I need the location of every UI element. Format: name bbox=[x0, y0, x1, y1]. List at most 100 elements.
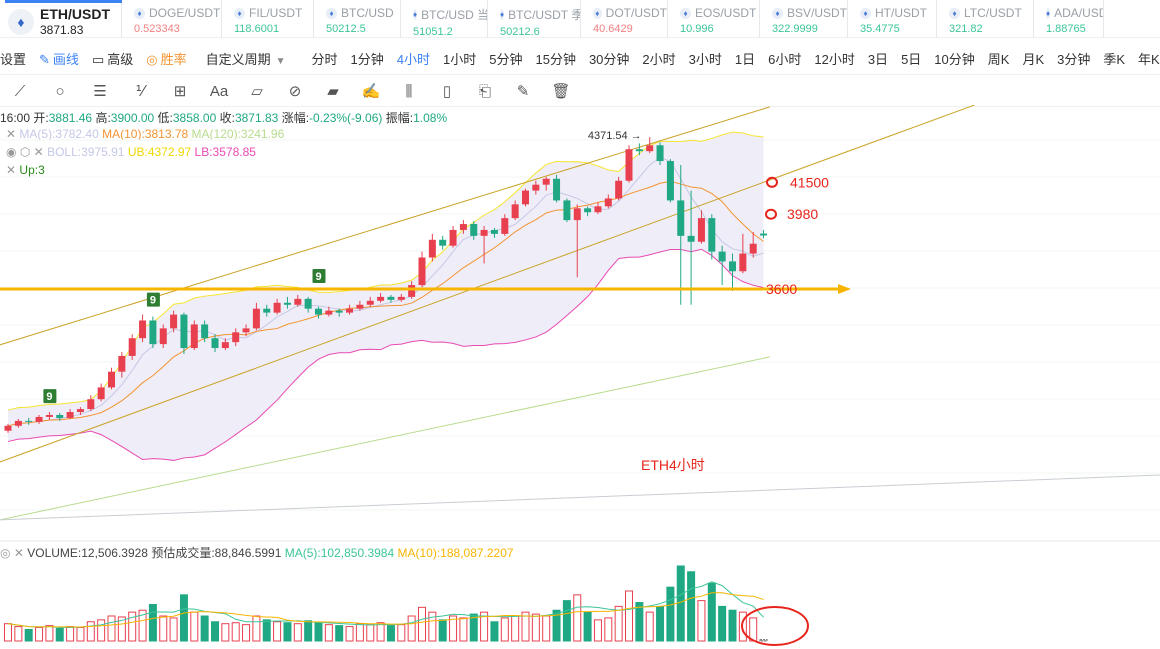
candle-body bbox=[14, 420, 22, 426]
candle-body bbox=[625, 149, 633, 181]
td-marker-label: 9 bbox=[46, 391, 52, 403]
td-sequential-marker bbox=[146, 292, 160, 307]
eye-icon[interactable]: ◉ bbox=[6, 145, 17, 159]
period-tab[interactable]: 6小时 bbox=[768, 51, 802, 67]
period-tab[interactable]: 5日 bbox=[901, 51, 922, 67]
volume-bar bbox=[707, 582, 716, 642]
candle-pattern-icon[interactable]: ⫼ bbox=[405, 82, 413, 100]
volume-bar bbox=[314, 622, 323, 642]
volume-bar bbox=[304, 620, 313, 642]
candle-body bbox=[739, 253, 747, 272]
ticker-dot-usdt[interactable]: ♦ DOT/USDT 40.6429 bbox=[581, 0, 668, 38]
close-icon[interactable]: ✕ bbox=[6, 163, 17, 177]
period-tab[interactable]: 月K bbox=[1022, 51, 1045, 67]
draw-button[interactable]: ✎ 画线 bbox=[39, 51, 79, 67]
fibonacci-icon[interactable]: ⅟ bbox=[135, 83, 145, 100]
ruler-a-icon[interactable]: ▱ bbox=[251, 83, 263, 100]
volume-bar bbox=[200, 615, 209, 642]
period-tab[interactable]: 分时 bbox=[311, 51, 338, 67]
volume-bar bbox=[469, 613, 478, 642]
settings-button[interactable]: 设置 bbox=[0, 51, 27, 67]
up-legend: ✕ Up:3 bbox=[6, 163, 45, 177]
volume-bar bbox=[117, 616, 126, 642]
period-tab[interactable]: 1小时 bbox=[443, 51, 477, 67]
ticker-eos-usdt[interactable]: ♦ EOS/USDT 10.996 bbox=[668, 0, 760, 38]
candle-body bbox=[718, 251, 726, 262]
candle-body bbox=[263, 308, 271, 313]
ticker-bsv-usdt[interactable]: ♦ BSV/USDT 322.9999 bbox=[760, 0, 848, 38]
period-tab[interactable]: 1分钟 bbox=[350, 51, 384, 67]
ticker-fil-usdt[interactable]: ♦ FIL/USDT 118.6001 bbox=[222, 0, 314, 38]
ruler-b-icon[interactable]: ⊘ bbox=[288, 83, 302, 100]
trendline-icon[interactable]: ⟋ bbox=[14, 82, 26, 100]
price-chart[interactable]: 9 9 9 4371.54 → 41500 3980 3600 ETH4小时 bbox=[0, 105, 1160, 649]
ticker-name: HT/USDT bbox=[875, 6, 927, 20]
candle-body bbox=[45, 414, 53, 417]
period-tab[interactable]: 季K bbox=[1103, 51, 1126, 67]
volume-bar bbox=[86, 621, 95, 642]
volume-bar bbox=[428, 611, 437, 642]
period-tab[interactable]: 3小时 bbox=[688, 51, 722, 67]
period-tab[interactable]: 周K bbox=[987, 51, 1010, 67]
candle-body bbox=[149, 320, 157, 345]
period-tab[interactable]: 5分钟 bbox=[489, 51, 523, 67]
period-tab[interactable]: 12小时 bbox=[814, 51, 855, 67]
candle-body bbox=[201, 324, 209, 339]
close-icon[interactable]: ✕ bbox=[6, 127, 17, 141]
volume-bar bbox=[593, 619, 602, 642]
period-tab[interactable]: 3分钟 bbox=[1057, 51, 1091, 67]
ticker-name: ETH/USDT bbox=[40, 6, 110, 22]
settings-icon[interactable]: ◎ bbox=[0, 546, 11, 560]
period-tab[interactable]: 1日 bbox=[734, 51, 756, 67]
ticker-ht-usdt[interactable]: ♦ HT/USDT 35.4775 bbox=[848, 0, 937, 38]
period-tab[interactable]: 4小时 bbox=[396, 51, 431, 67]
circle-icon[interactable]: ○ bbox=[55, 82, 65, 100]
candle-body bbox=[553, 178, 561, 201]
ticker-btc-usdt-[interactable]: ♦ BTC/USDT 季 50212.6 bbox=[488, 0, 581, 38]
boll-label: BOLL:3975.91 bbox=[47, 145, 125, 159]
candle-body bbox=[408, 285, 416, 297]
estimated-volume-label: 预估成交量:88,846.5991 bbox=[151, 546, 282, 560]
note-icon[interactable]: ✎ bbox=[516, 83, 530, 100]
candle-body bbox=[656, 145, 664, 162]
text-icon[interactable]: Aa bbox=[209, 82, 229, 100]
volume-bar bbox=[635, 602, 644, 642]
brush-icon[interactable]: ✍ bbox=[361, 83, 381, 100]
ruler-c-icon[interactable]: ▰ bbox=[327, 83, 339, 100]
ticker-ada-usdt[interactable]: ♦ADA/USDT 1.88765 bbox=[1034, 0, 1104, 38]
volume-ma5-line bbox=[7, 581, 764, 629]
settings-icon[interactable]: ⬡ bbox=[19, 145, 31, 159]
period-tab[interactable]: 10分钟 bbox=[934, 51, 975, 67]
candle-body bbox=[108, 371, 115, 388]
period-tab[interactable]: 30分钟 bbox=[588, 51, 630, 67]
close-icon[interactable]: ✕ bbox=[33, 145, 44, 159]
coin-icon: ♦ bbox=[949, 7, 960, 19]
horizontal-lines-icon[interactable]: ☰ bbox=[93, 83, 107, 100]
volume-bar bbox=[107, 615, 116, 642]
low-label: 低: bbox=[157, 111, 173, 125]
candle-body bbox=[366, 300, 374, 305]
ma5-label: MA(5):3782.40 bbox=[19, 127, 99, 141]
period-tab[interactable]: 2小时 bbox=[642, 51, 676, 67]
candle-body bbox=[646, 145, 654, 152]
period-tab[interactable]: 3日 bbox=[867, 51, 889, 67]
bookmark-icon[interactable]: ⎗ bbox=[478, 82, 491, 100]
ticker-btc-usd[interactable]: ♦ BTC/USD 50212.5 bbox=[314, 0, 401, 38]
ticker-doge-usdt[interactable]: ♦ DOGE/USDT 0.523343 bbox=[122, 0, 222, 38]
candle-body bbox=[346, 308, 354, 313]
candle-body bbox=[273, 302, 281, 313]
candle-body bbox=[252, 308, 260, 329]
winrate-button[interactable]: ◎ 胜率 bbox=[146, 51, 187, 67]
trash-icon[interactable]: 🗑 bbox=[551, 83, 571, 100]
period-tab[interactable]: 年K bbox=[1138, 51, 1160, 67]
custom-period-dropdown[interactable]: 自定义周期 ▼ bbox=[205, 51, 286, 67]
ticker-eth-usdt[interactable]: ♦ ETH/USDT 3871.83 bbox=[0, 0, 122, 38]
ticker-btc-usd-[interactable]: ♦ BTC/USD 当 51051.2 bbox=[401, 0, 488, 38]
volume-legend: ◎ ✕ VOLUME:12,506.3928 预估成交量:88,846.5991… bbox=[0, 544, 514, 561]
ticker-ltc-usdt[interactable]: ♦ LTC/USDT 321.82 bbox=[937, 0, 1034, 38]
advanced-button[interactable]: ▭ 高级 bbox=[91, 51, 134, 67]
period-tab[interactable]: 15分钟 bbox=[535, 51, 576, 67]
close-icon[interactable]: ✕ bbox=[13, 546, 24, 560]
measure-box-icon[interactable]: ⊞ bbox=[173, 83, 187, 100]
copy-icon[interactable]: ▯ bbox=[442, 83, 452, 100]
